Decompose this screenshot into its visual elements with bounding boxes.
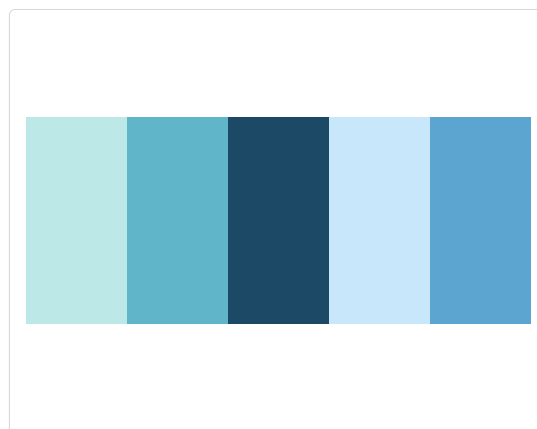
color-swatch-3[interactable] xyxy=(228,117,329,324)
color-swatch-1[interactable] xyxy=(26,117,127,324)
color-swatch-4[interactable] xyxy=(329,117,430,324)
color-palette xyxy=(26,117,531,324)
color-swatch-2[interactable] xyxy=(127,117,228,324)
color-swatch-5[interactable] xyxy=(430,117,531,324)
